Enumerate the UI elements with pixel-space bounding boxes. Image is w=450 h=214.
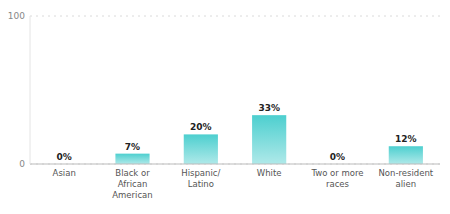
data-label: 12% — [395, 134, 417, 144]
chart: 0 100 0% 7% 20% 33% 0% 12% Asian Black orAfricanA… — [0, 0, 450, 214]
x-tick-label: Hispanic/Latino — [181, 168, 220, 189]
y-tick-label: 100 — [8, 11, 25, 21]
grid-line — [30, 164, 440, 165]
data-label: 7% — [125, 142, 140, 152]
bar — [252, 115, 286, 164]
x-tick-label: Black orAfricanAmerican — [112, 168, 152, 200]
bar — [389, 146, 423, 164]
x-tick-label: White — [257, 168, 282, 178]
data-label: 0% — [330, 152, 345, 162]
x-axis-line — [30, 164, 440, 165]
y-axis-line — [30, 16, 31, 164]
data-label: 20% — [190, 122, 212, 132]
data-label: 33% — [258, 103, 280, 113]
chart-container: 0 100 0% 7% 20% 33% 0% 12% Asian Black orAfricanA… — [0, 0, 450, 214]
x-tick-label: Two or moreraces — [310, 168, 363, 189]
bar — [115, 154, 149, 164]
grid-line — [30, 16, 440, 17]
bars — [115, 115, 423, 164]
x-tick-label: Asian — [53, 168, 76, 178]
data-label: 0% — [57, 152, 72, 162]
bar — [184, 134, 218, 164]
grid — [30, 16, 440, 164]
x-tick-label: Non-residentalien — [378, 168, 433, 189]
y-tick-label: 0 — [19, 159, 25, 169]
